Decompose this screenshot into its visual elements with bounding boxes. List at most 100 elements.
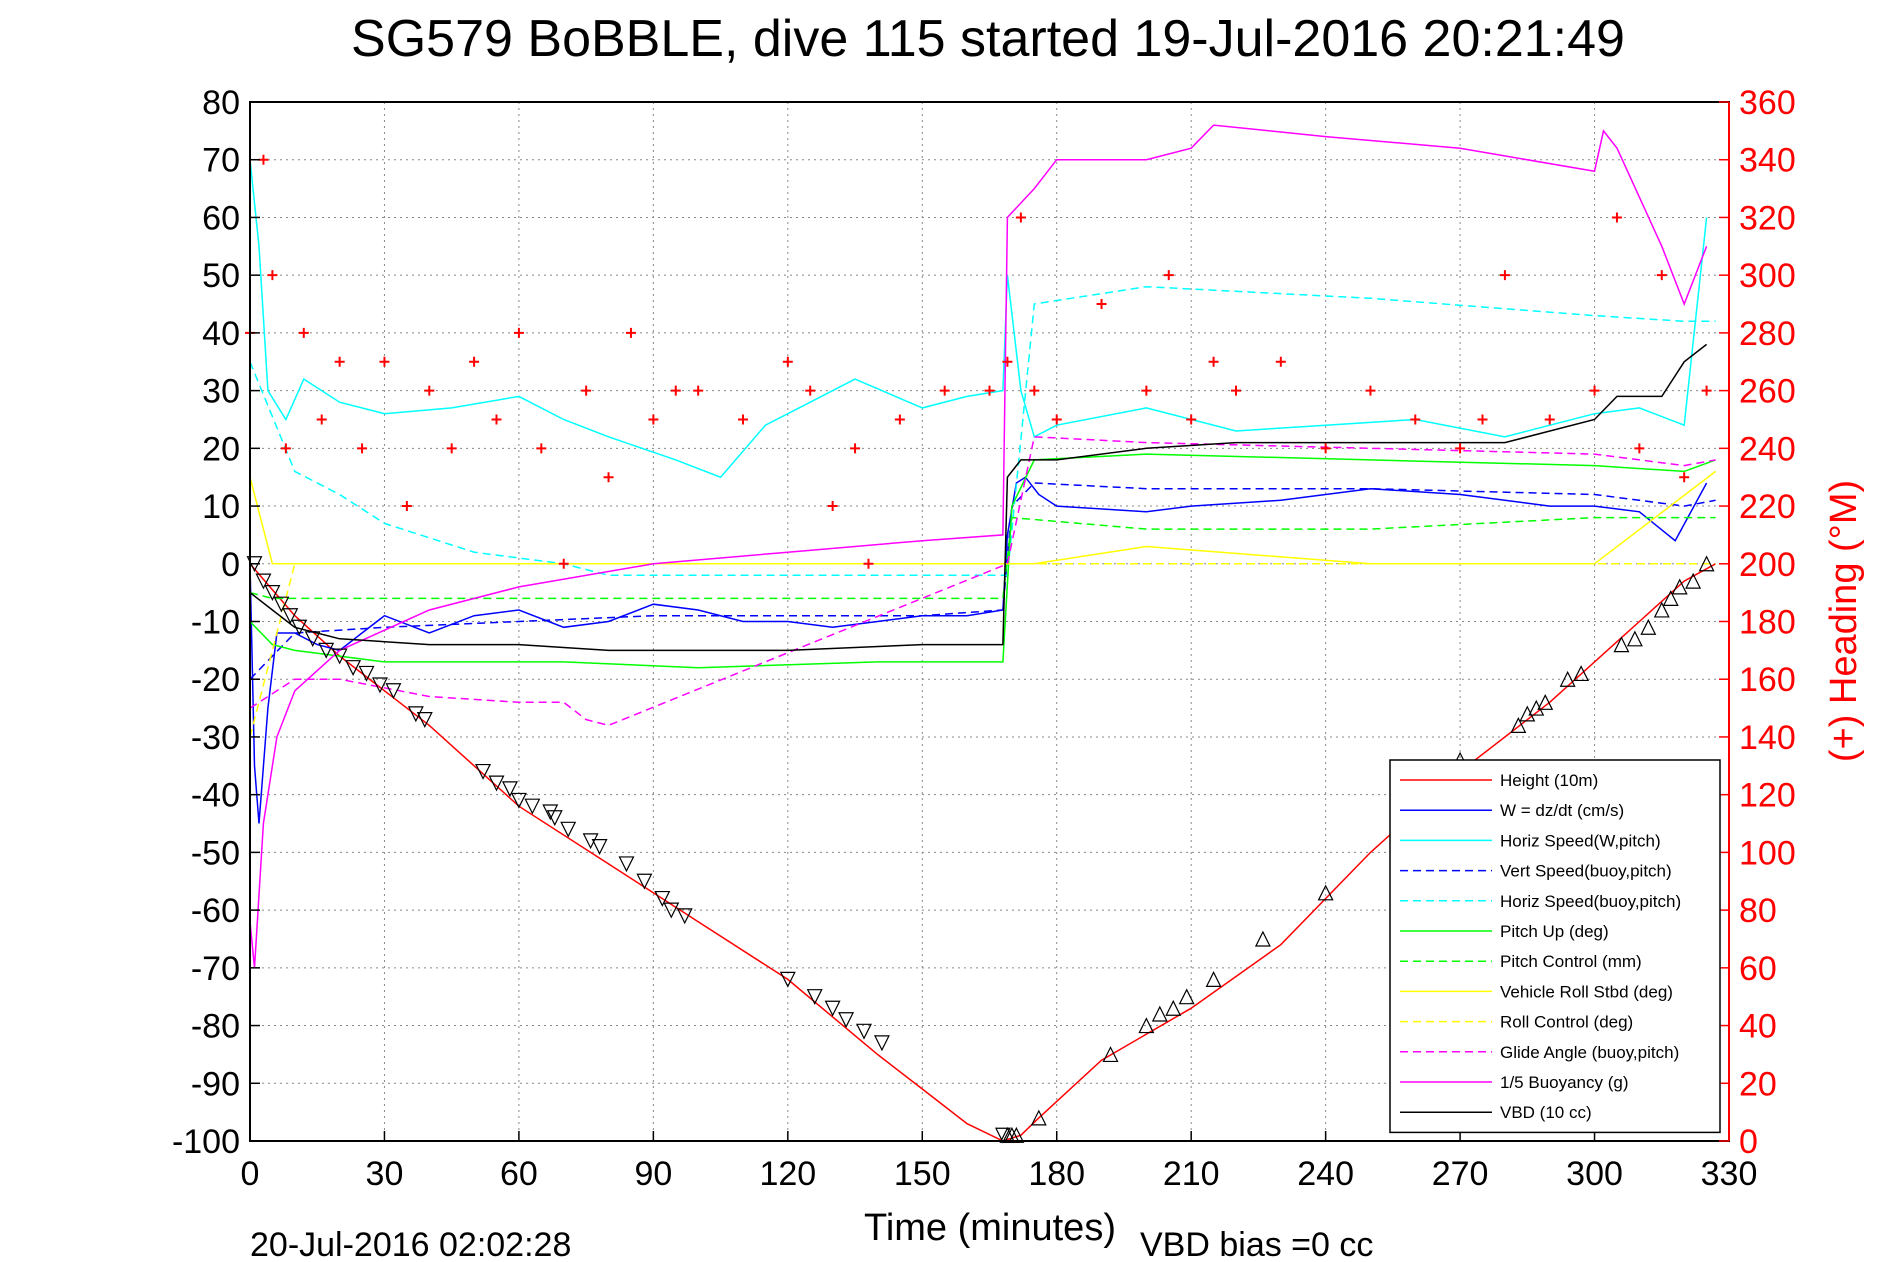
heading-point	[1141, 385, 1152, 396]
y2-tick-label: 340	[1739, 142, 1796, 180]
y2-tick-label: 220	[1739, 488, 1796, 526]
heading-point	[693, 385, 704, 396]
height-marker	[1178, 988, 1195, 1005]
y2-tick-label: 40	[1739, 1008, 1777, 1046]
series-line	[249, 285, 1716, 577]
heading-point	[1096, 299, 1107, 310]
height-marker	[264, 585, 281, 601]
height-marker	[331, 648, 348, 665]
y2-tick-label: 260	[1739, 373, 1796, 411]
y-tick-label: -90	[191, 1065, 240, 1103]
heading-point	[513, 327, 524, 338]
x-tick-label: 270	[1432, 1155, 1489, 1193]
y-tick-label: -50	[191, 834, 240, 872]
height-marker	[1030, 1109, 1047, 1126]
height-marker	[1640, 618, 1657, 635]
height-marker	[416, 712, 433, 728]
series-7	[249, 470, 1717, 565]
heading-point	[446, 443, 457, 454]
height-marker	[524, 798, 541, 815]
heading-point	[939, 385, 950, 396]
legend-label: Vehicle Roll Stbd (deg)	[1500, 982, 1673, 1001]
y-tick-label: -80	[191, 1008, 240, 1046]
y2-axis-label: (+) Heading (°M)	[1823, 480, 1865, 762]
height-marker	[1151, 1005, 1168, 1022]
footer-vbd-bias: VBD bias =0 cc	[1140, 1226, 1373, 1262]
height-marker	[1165, 999, 1182, 1016]
height-marker	[1662, 590, 1679, 607]
y2-tick-label: 280	[1739, 315, 1796, 353]
height-marker	[1613, 636, 1630, 653]
heading-point	[379, 356, 390, 367]
series-3	[249, 482, 1716, 680]
height-marker	[654, 890, 671, 907]
heading-point	[1365, 385, 1376, 396]
legend-label: Pitch Up (deg)	[1500, 922, 1609, 941]
height-marker	[1008, 1126, 1025, 1143]
height-marker	[824, 1000, 841, 1017]
heading-point	[258, 154, 269, 165]
y-tick-label: 10	[202, 488, 240, 526]
series-6	[249, 516, 1716, 600]
heading-point	[1015, 212, 1026, 223]
y2-tick-label: 140	[1739, 719, 1796, 757]
legend-label: Horiz Speed(buoy,pitch)	[1500, 892, 1681, 911]
heading-point	[1589, 385, 1600, 396]
y-tick-label: -20	[191, 661, 240, 699]
y-tick-label: 30	[202, 373, 240, 411]
heading-point	[805, 385, 816, 396]
height-marker	[663, 902, 680, 919]
heading-point	[1656, 270, 1667, 281]
heading-point	[1634, 443, 1645, 454]
legend-label: Glide Angle (buoy,pitch)	[1500, 1043, 1679, 1062]
y-tick-label: 60	[202, 199, 240, 237]
chart-title: SG579 BoBBLE, dive 115 started 19-Jul-20…	[351, 10, 1625, 68]
height-marker	[475, 763, 492, 780]
heading-point	[782, 356, 793, 367]
heading-point	[334, 356, 345, 367]
height-marker	[618, 856, 635, 873]
height-marker	[1519, 705, 1536, 722]
y2-tick-label: 20	[1739, 1065, 1777, 1103]
y2-tick-label: 60	[1739, 950, 1777, 988]
height-marker	[407, 706, 424, 723]
y-tick-label: 0	[221, 546, 240, 584]
series-line	[249, 343, 1708, 652]
x-axis-label: Time (minutes)	[864, 1207, 1116, 1249]
height-marker	[1138, 1017, 1155, 1034]
height-marker	[873, 1035, 890, 1052]
heading-point	[424, 385, 435, 396]
height-marker	[372, 677, 388, 694]
series-line	[249, 436, 1716, 727]
x-tick-label: 60	[500, 1155, 538, 1193]
height-marker	[636, 873, 653, 890]
heading-point	[984, 385, 995, 396]
heading-point	[738, 414, 748, 425]
y-tick-label: -30	[191, 719, 240, 757]
y-tick-label: 40	[202, 315, 240, 353]
height-marker	[856, 1023, 872, 1040]
series-12	[245, 154, 1712, 569]
heading-point	[267, 270, 278, 281]
height-marker	[838, 1012, 855, 1029]
height-marker	[1317, 884, 1334, 901]
legend-label: VBD (10 cc)	[1500, 1103, 1592, 1122]
heading-point	[491, 414, 502, 425]
y-tick-label: 20	[202, 430, 240, 468]
series-line	[249, 516, 1716, 600]
heading-point	[469, 356, 480, 367]
height-marker	[806, 989, 823, 1006]
heading-point	[1208, 356, 1219, 367]
y2-tick-label: 100	[1739, 834, 1796, 872]
heading-point	[280, 443, 291, 454]
heading-point	[827, 501, 838, 512]
y-tick-label: 80	[202, 84, 240, 122]
y-tick-label: -40	[191, 777, 240, 815]
heading-point	[1499, 270, 1510, 281]
height-marker	[282, 608, 299, 625]
y-tick-label: -70	[191, 950, 240, 988]
series-line	[249, 482, 1716, 680]
series-8	[249, 563, 1716, 738]
y-tick-label: 70	[202, 142, 240, 180]
y2-tick-label: 300	[1739, 257, 1796, 295]
